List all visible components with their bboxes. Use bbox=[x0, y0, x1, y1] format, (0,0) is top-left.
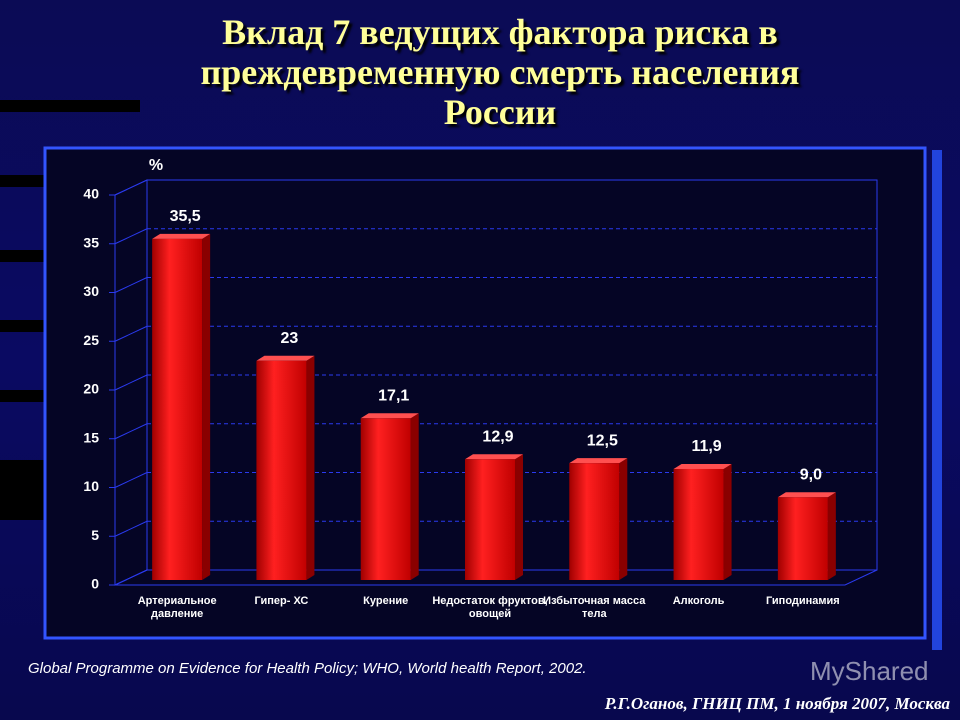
x-tick-label: Артериальное давление bbox=[137, 595, 217, 620]
value-label: 12,9 bbox=[482, 428, 513, 445]
bar-top bbox=[777, 492, 836, 498]
y-tick-label: 30 bbox=[83, 283, 99, 299]
bar-side bbox=[723, 463, 732, 580]
bar bbox=[465, 459, 515, 580]
grid-line bbox=[114, 228, 148, 245]
author: Р.Г.Оганов, ГНИЦ ПМ, 1 ноября 2007, Моск… bbox=[604, 694, 950, 713]
grid-line bbox=[114, 277, 148, 293]
bar bbox=[569, 463, 620, 580]
bar-side bbox=[827, 492, 836, 580]
bar bbox=[360, 418, 411, 580]
bar-side bbox=[306, 355, 315, 580]
grid-line bbox=[114, 179, 148, 196]
bar bbox=[673, 468, 724, 580]
x-tick-label: Гиподинамия bbox=[765, 595, 840, 607]
y-tick-label: 35 bbox=[83, 234, 99, 250]
side-bar bbox=[932, 150, 942, 650]
title: Вклад 7 ведущих фактора риска в преждевр… bbox=[200, 12, 800, 132]
y-tick-label: 20 bbox=[83, 381, 99, 397]
x-tick-label: Избыточная масса тела bbox=[543, 595, 646, 620]
x-tick-label: Недостаток фруктов, овощей bbox=[432, 595, 548, 620]
grid-line bbox=[114, 569, 148, 586]
value-label: 11,9 bbox=[691, 438, 721, 455]
bar-side bbox=[202, 233, 211, 580]
stripe bbox=[0, 250, 48, 262]
bar-side bbox=[515, 454, 523, 580]
value-label: 35,5 bbox=[170, 208, 201, 225]
source: Global Programme on Evidence for Health … bbox=[28, 660, 587, 677]
stripe bbox=[0, 320, 48, 332]
bar bbox=[777, 497, 828, 580]
bar bbox=[256, 360, 307, 580]
bar-top bbox=[256, 355, 315, 361]
y-tick-label: 5 bbox=[91, 527, 99, 543]
bar-top bbox=[569, 458, 628, 464]
grid-line bbox=[114, 374, 148, 391]
y-axis-label: % bbox=[149, 157, 163, 174]
x-tick-label: Гипер- ХС bbox=[254, 595, 309, 607]
grid-line bbox=[114, 472, 148, 488]
value-label: 23 bbox=[281, 330, 299, 347]
grid-line bbox=[114, 520, 148, 537]
stripe bbox=[0, 100, 140, 112]
x-tick-label: Алкоголь bbox=[672, 595, 725, 607]
grid-line bbox=[114, 325, 148, 342]
value-label: 9,0 bbox=[800, 466, 822, 483]
stripe bbox=[0, 390, 48, 402]
y-tick-label: 15 bbox=[83, 429, 99, 445]
y-tick-label: 40 bbox=[83, 186, 99, 202]
watermark: MyShared bbox=[810, 656, 929, 686]
bar-top bbox=[673, 463, 732, 469]
x-tick-label: Курение bbox=[363, 595, 409, 607]
bar-top bbox=[152, 233, 211, 239]
bar-top bbox=[465, 454, 523, 460]
y-tick-label: 0 bbox=[91, 576, 99, 592]
y-tick-label: 10 bbox=[83, 478, 99, 494]
bar bbox=[152, 238, 203, 580]
y-tick-label: 25 bbox=[83, 332, 99, 348]
value-label: 17,1 bbox=[378, 387, 409, 404]
value-label: 12,5 bbox=[587, 432, 618, 449]
bar-side bbox=[619, 458, 628, 580]
stripe bbox=[0, 175, 48, 187]
bar-top bbox=[360, 413, 419, 419]
bar-side bbox=[410, 413, 419, 580]
stripe bbox=[0, 460, 48, 520]
grid-line bbox=[114, 423, 148, 440]
